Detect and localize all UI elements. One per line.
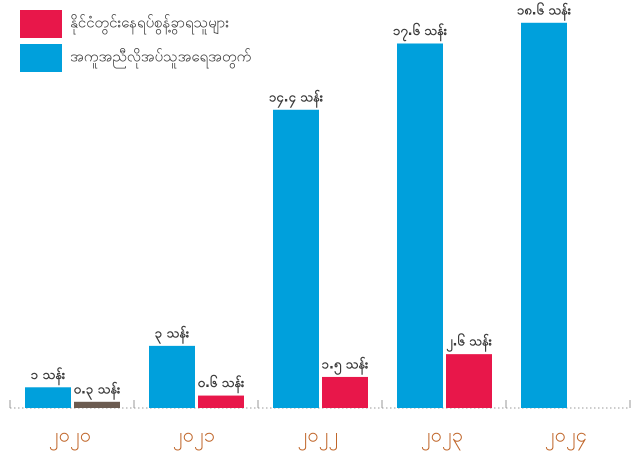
bar xyxy=(521,22,567,408)
legend-swatch xyxy=(20,44,62,72)
x-tick-label: ၂၀၂၃ xyxy=(421,423,463,451)
bar xyxy=(149,345,195,408)
bar xyxy=(273,109,319,409)
value-label: ၁.၅ သန်း xyxy=(322,355,369,375)
bar xyxy=(74,401,120,408)
value-label: ၁၄.၄ သန်း xyxy=(269,88,324,108)
bar xyxy=(25,387,71,408)
value-label: ၀.၆ သန်း xyxy=(198,374,245,394)
legend-label: နိုင်ငံတွင်းနေရပ်စွန့်ခွာရသူများ xyxy=(70,14,229,35)
value-label: ၂.၆ သန်း xyxy=(446,333,492,353)
value-label: ၁၇.၆ သန်း xyxy=(393,22,448,42)
x-tick-label: ၂၀၂၀ xyxy=(49,423,91,451)
x-tick-label: ၂၀၂၂ xyxy=(298,423,339,451)
value-label: ၀.၃ သန်း xyxy=(74,380,121,400)
value-label: ၁ သန်း xyxy=(31,366,66,386)
legend-swatch xyxy=(20,10,62,38)
value-label: ၁၈.၆ သန်း xyxy=(517,1,572,21)
bar xyxy=(446,354,492,408)
legend-label: အကူအညီလိုအပ်သူအရေအတွက် xyxy=(70,48,251,69)
bar xyxy=(397,43,443,409)
x-tick-label: ၂၀၂၁ xyxy=(173,423,215,451)
bar xyxy=(198,395,244,408)
x-tick-label: ၂၀၂၄ xyxy=(545,423,587,451)
group-ticks xyxy=(9,400,631,408)
bar xyxy=(322,376,368,408)
value-label: ၃ သန်း xyxy=(155,324,190,344)
